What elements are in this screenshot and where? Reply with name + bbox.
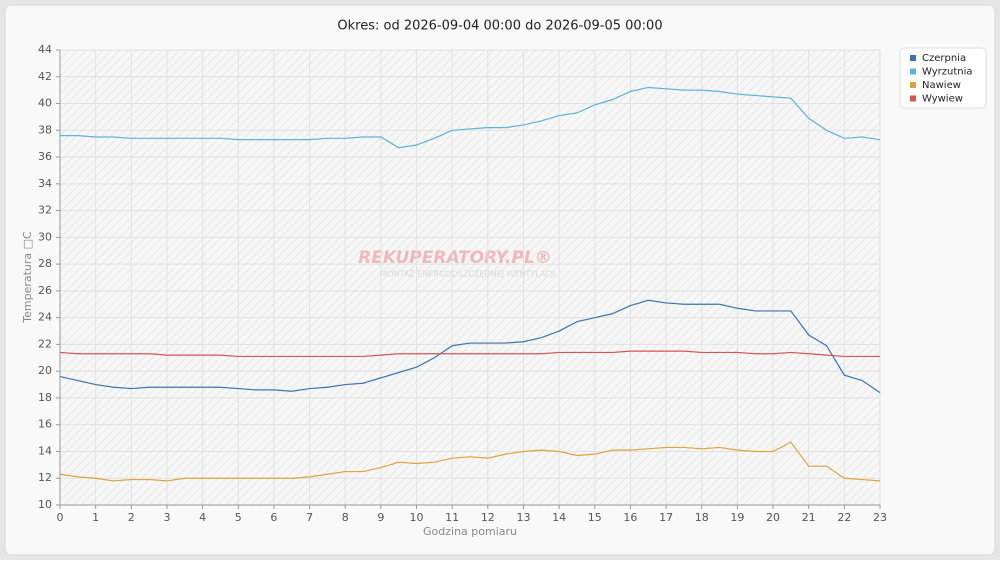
x-tick-label: 8: [342, 511, 349, 524]
x-tick-label: 12: [481, 511, 495, 524]
y-tick-label: 44: [38, 43, 52, 56]
y-tick-label: 22: [38, 337, 52, 350]
x-tick-label: 22: [837, 511, 851, 524]
chart-title: Okres: od 2026-09-04 00:00 do 2026-09-05…: [337, 19, 662, 34]
x-tick-label: 21: [802, 511, 816, 524]
y-tick-label: 34: [38, 177, 52, 190]
legend-swatch: [910, 95, 916, 102]
y-tick-label: 40: [38, 97, 52, 110]
x-tick-label: 6: [270, 511, 277, 524]
x-tick-label: 18: [695, 511, 709, 524]
y-tick-label: 12: [38, 471, 52, 484]
x-axis-label: Godzina pomiaru: [423, 525, 517, 538]
legend-label: Wywiew: [922, 94, 963, 105]
series-line: [59, 441, 881, 482]
x-tick-label: 0: [57, 511, 64, 524]
y-tick-label: 36: [38, 150, 52, 163]
series-line: [59, 299, 881, 394]
y-tick-label: 26: [38, 284, 52, 297]
y-tick-label: 14: [38, 444, 52, 457]
x-tick-label: 15: [588, 511, 602, 524]
series-line: [60, 86, 881, 149]
x-tick-label: 3: [163, 511, 170, 524]
legend-swatch: [910, 82, 916, 88]
legend-label: Wyrzutnia: [922, 67, 973, 78]
x-tick-label: 13: [516, 511, 530, 524]
x-tick-label: 9: [377, 511, 384, 524]
y-tick-label: 32: [38, 204, 52, 217]
legend-label: Nawiew: [922, 80, 961, 91]
x-tick-label: 4: [199, 511, 206, 524]
y-tick-label: 24: [38, 311, 52, 324]
x-tick-label: 7: [306, 511, 313, 524]
y-tick-label: 38: [38, 123, 52, 136]
legend: [899, 47, 987, 109]
x-tick-label: 5: [235, 511, 242, 524]
y-tick-label: 10: [38, 498, 52, 511]
y-axis-label: Temperatura □C: [21, 231, 34, 324]
y-tick-label: 30: [38, 230, 52, 243]
y-tick-label: 20: [38, 364, 52, 377]
series-line: [59, 350, 880, 358]
legend-swatch: [910, 55, 916, 61]
x-tick-label: 23: [873, 511, 887, 524]
x-tick-label: 20: [766, 511, 780, 524]
x-tick-label: 14: [552, 511, 566, 524]
y-tick-label: 16: [38, 418, 52, 431]
y-tick-label: 28: [38, 257, 52, 270]
x-tick-label: 11: [445, 511, 459, 524]
plot-area: [60, 50, 880, 505]
x-tick-label: 10: [410, 511, 424, 524]
x-tick-label: 1: [92, 511, 99, 524]
legend-swatch: [910, 68, 916, 75]
watermark-subtitle: MONTAŻ ENERGOOSZCZĘDNEJ WENTYLACJI: [380, 269, 555, 279]
y-tick-label: 18: [38, 391, 52, 404]
x-tick-label: 17: [659, 511, 673, 524]
legend-label: Czerpnia: [922, 53, 966, 64]
x-tick-label: 19: [730, 511, 744, 524]
x-tick-label: 16: [623, 511, 637, 524]
watermark: REKUPERATORY.PL®: [358, 248, 552, 268]
x-tick-label: 2: [128, 511, 135, 524]
y-tick-label: 42: [38, 70, 52, 83]
